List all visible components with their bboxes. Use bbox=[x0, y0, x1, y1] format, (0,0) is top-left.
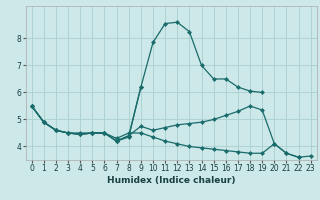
X-axis label: Humidex (Indice chaleur): Humidex (Indice chaleur) bbox=[107, 176, 236, 185]
